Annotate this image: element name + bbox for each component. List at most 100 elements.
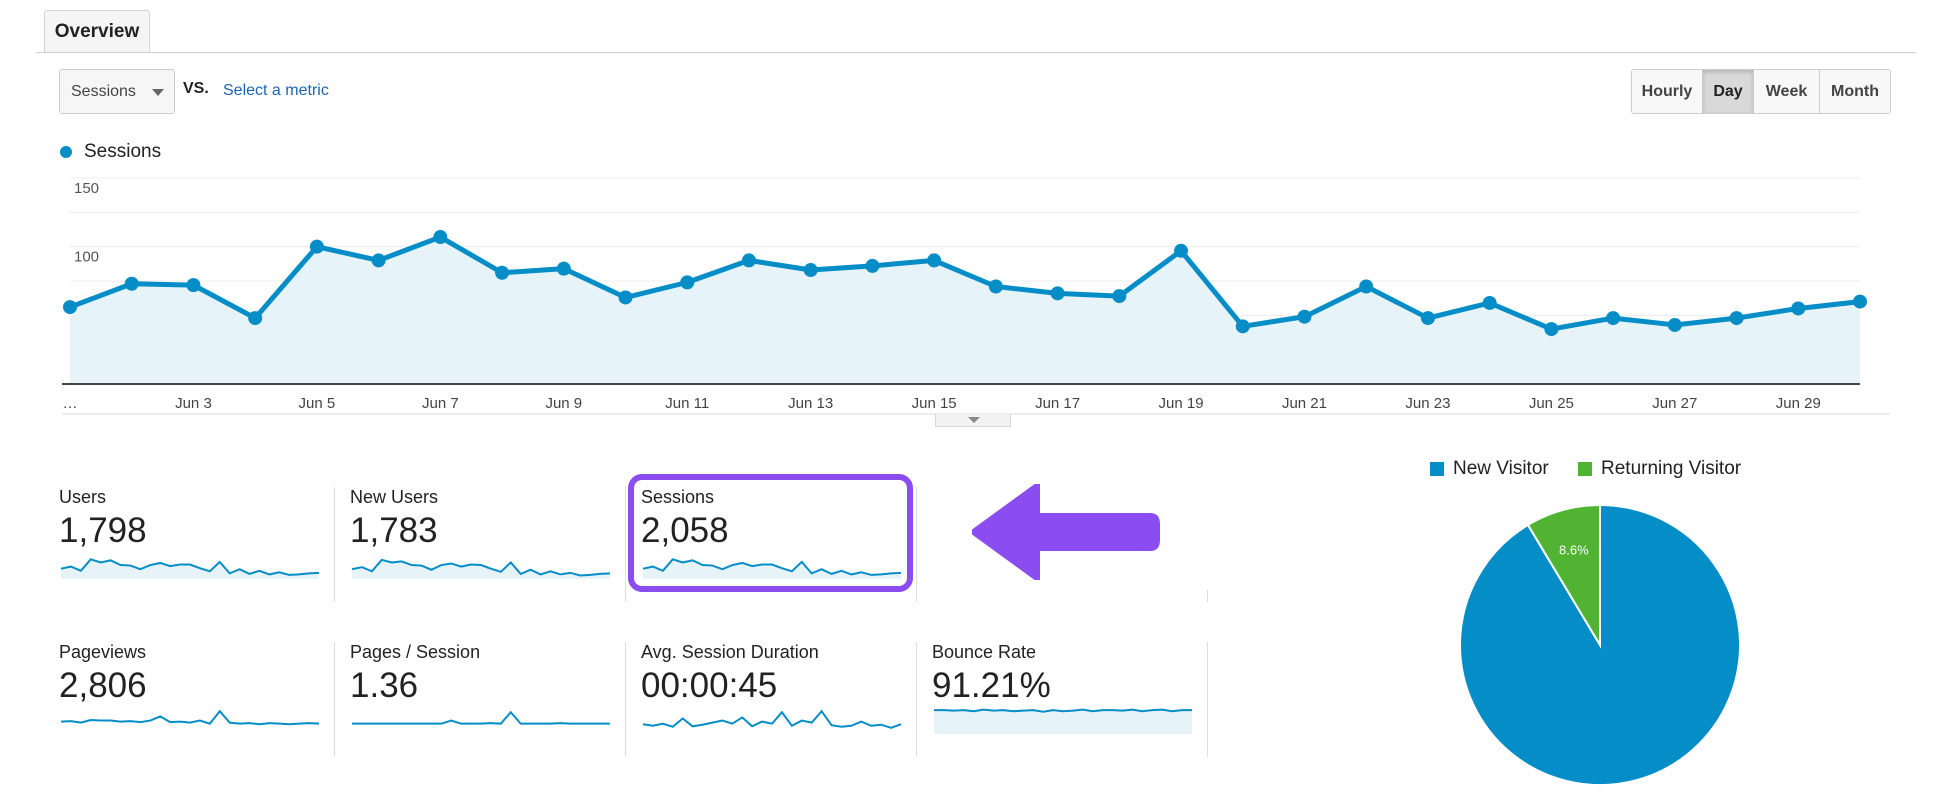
sparkline xyxy=(642,558,902,579)
metric-label: Users xyxy=(59,487,107,507)
tab-overview[interactable]: Overview xyxy=(44,10,150,52)
metric-label: Pageviews xyxy=(59,642,147,662)
x-tick-label: Jun 27 xyxy=(1652,395,1697,412)
sparkline xyxy=(642,709,902,729)
data-point xyxy=(803,263,818,278)
tile-divider xyxy=(625,487,626,602)
tile-divider xyxy=(334,487,335,602)
data-point xyxy=(1606,311,1621,326)
data-point xyxy=(1174,243,1189,258)
visitor-type-pie-chart: 91.4%8.6% xyxy=(1459,505,1741,786)
metric-tile-pages-per-session[interactable]: Pages / Session 1.36 xyxy=(350,642,620,767)
x-tick-label: Jun 21 xyxy=(1282,395,1327,412)
metric-tile-users[interactable]: Users 1,798 xyxy=(59,487,329,612)
sessions-line xyxy=(69,234,1861,332)
period-month-button[interactable]: Month xyxy=(1820,70,1890,113)
data-point xyxy=(680,275,695,290)
x-tick-label: Jun 15 xyxy=(912,395,957,412)
sessions-legend-dot xyxy=(60,146,72,158)
sparkline-line xyxy=(642,709,902,729)
data-point xyxy=(1729,311,1744,326)
data-point xyxy=(248,311,263,326)
data-point xyxy=(1544,322,1559,337)
data-point xyxy=(1791,301,1806,316)
x-tick-label: Jun 23 xyxy=(1405,395,1450,412)
legend-label: Returning Visitor xyxy=(1601,458,1742,479)
x-tick-label: Jun 3 xyxy=(175,395,212,412)
metric-tile-bounce-rate[interactable]: Bounce Rate 91.21% xyxy=(932,642,1202,767)
metric-tile-avg-session-duration[interactable]: Avg. Session Duration 00:00:45 xyxy=(641,642,911,767)
metric-value: 91.21% xyxy=(932,666,1051,705)
tile-divider xyxy=(1207,590,1208,602)
period-hourly-button[interactable]: Hourly xyxy=(1632,70,1703,113)
x-tick-label: Jun 25 xyxy=(1529,395,1574,412)
sparkline xyxy=(934,708,1192,734)
metric-label: Avg. Session Duration xyxy=(641,642,819,662)
x-tick-label: … xyxy=(63,395,78,412)
metric-value: 1,798 xyxy=(59,511,147,550)
chart-collapse-handle[interactable] xyxy=(935,414,1011,427)
tile-divider xyxy=(334,642,335,757)
select-metric-link[interactable]: Select a metric xyxy=(223,82,329,99)
metric-dropdown[interactable]: Sessions xyxy=(59,69,175,114)
sessions-legend-label: Sessions xyxy=(84,141,162,162)
metric-tile-sessions[interactable]: Sessions 2,058 xyxy=(641,487,911,612)
data-point xyxy=(927,253,942,268)
data-point xyxy=(124,276,139,291)
data-point xyxy=(1050,286,1065,301)
metric-value: 2,058 xyxy=(641,511,729,550)
tile-divider xyxy=(916,642,917,757)
x-tick-label: Jun 9 xyxy=(545,395,582,412)
sparkline xyxy=(352,710,610,725)
data-point xyxy=(309,239,324,254)
sparkline-area xyxy=(352,559,610,579)
x-tick-label: Jun 5 xyxy=(299,395,336,412)
metric-label: Sessions xyxy=(641,487,715,507)
pie-slice-label: 8.6% xyxy=(1559,543,1589,558)
legend-returning-visitor: Returning Visitor xyxy=(1578,458,1741,480)
sparkline-line xyxy=(642,558,902,576)
metric-value: 1,783 xyxy=(350,511,438,550)
sparkline xyxy=(60,558,320,579)
metric-tile-pageviews[interactable]: Pageviews 2,806 xyxy=(59,642,329,767)
legend-swatch xyxy=(1430,462,1444,476)
y-tick-label: 150 xyxy=(74,180,99,197)
metric-label: Bounce Rate xyxy=(932,642,1037,662)
sparkline-line xyxy=(934,708,1192,713)
period-week-button[interactable]: Week xyxy=(1754,70,1820,113)
data-point xyxy=(1297,309,1312,324)
metric-value: 00:00:45 xyxy=(641,666,778,705)
data-point xyxy=(1482,295,1497,310)
legend-new-visitor: New Visitor xyxy=(1430,458,1549,480)
sessions-area xyxy=(70,237,1860,384)
x-tick-label: Jun 19 xyxy=(1159,395,1204,412)
legend-label: New Visitor xyxy=(1453,458,1549,479)
caret-down-icon xyxy=(968,417,980,423)
x-tick-label: Jun 17 xyxy=(1035,395,1080,412)
tab-divider xyxy=(36,52,1916,53)
y-tick-label: 100 xyxy=(74,249,99,266)
data-point xyxy=(495,265,510,280)
sparkline-line xyxy=(60,558,320,576)
metric-tile-new-users[interactable]: New Users 1,783 xyxy=(350,487,620,612)
x-tick-label: Jun 7 xyxy=(422,395,459,412)
data-point xyxy=(1235,319,1250,334)
vs-label: VS. xyxy=(183,80,209,97)
data-point xyxy=(1359,279,1374,294)
sparkline-area xyxy=(61,559,319,579)
sparkline-area xyxy=(934,709,1192,734)
data-point xyxy=(1853,294,1867,309)
tile-divider xyxy=(916,487,917,602)
legend-swatch xyxy=(1578,462,1592,476)
data-point xyxy=(1112,289,1127,304)
tile-divider xyxy=(1207,642,1208,757)
metric-value: 1.36 xyxy=(350,666,419,705)
data-point xyxy=(618,290,633,305)
data-point xyxy=(988,279,1003,294)
sparkline xyxy=(351,558,611,579)
metric-dropdown-value: Sessions xyxy=(71,83,136,100)
period-toggle: Hourly Day Week Month xyxy=(1631,69,1891,114)
sparkline-area xyxy=(643,559,901,579)
period-day-button[interactable]: Day xyxy=(1703,70,1754,113)
